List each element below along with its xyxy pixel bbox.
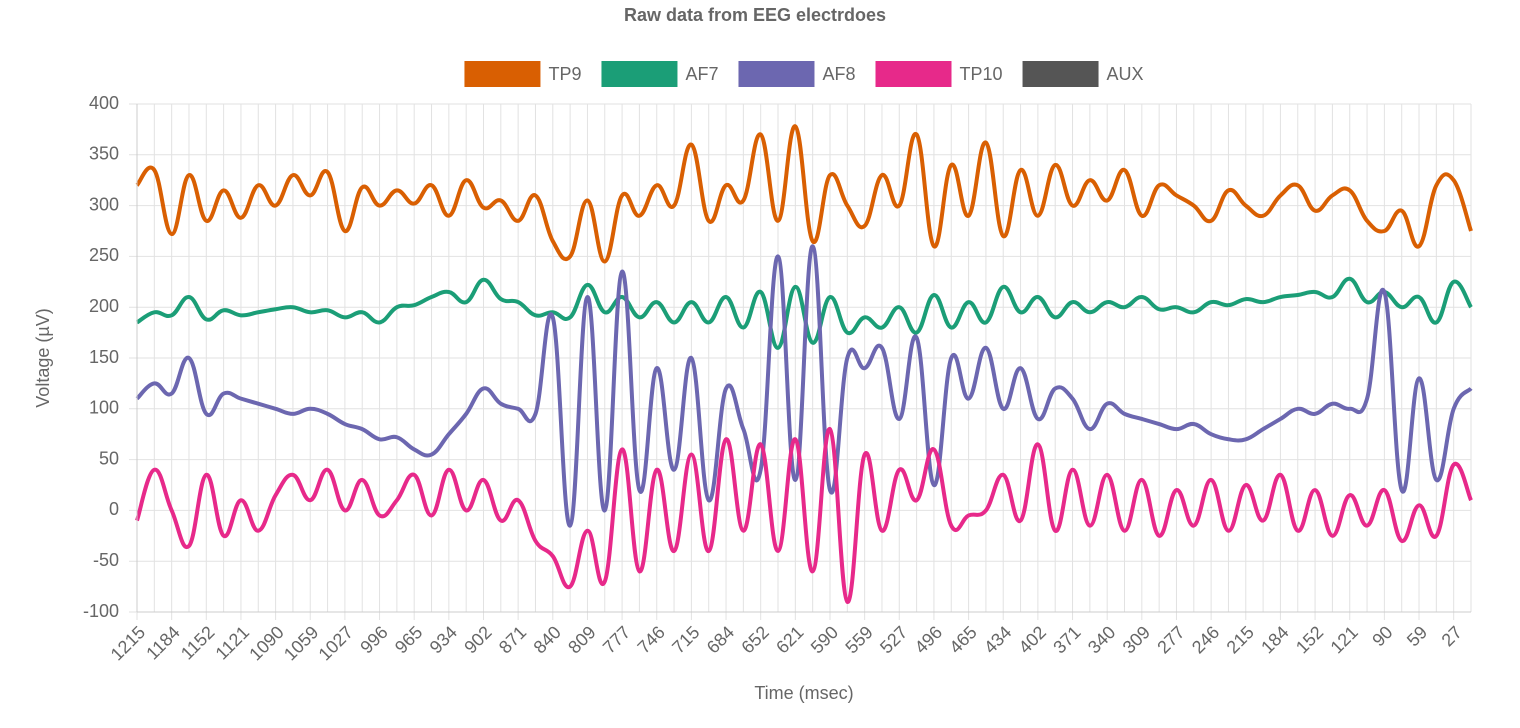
legend-label: AF8 [822, 64, 855, 84]
x-tick-label: 621 [772, 622, 807, 657]
x-tick-label: 121 [1327, 622, 1362, 657]
legend-label: AUX [1107, 64, 1144, 84]
x-tick-label: 152 [1292, 622, 1327, 657]
y-tick-label: 50 [99, 448, 119, 468]
y-tick-label: 150 [89, 347, 119, 367]
series-line [135, 427, 1473, 604]
x-tick-label: 90 [1368, 622, 1396, 650]
x-axis-title: Time (msec) [754, 683, 853, 703]
x-tick-label: 465 [945, 622, 980, 657]
x-tick-label: 1121 [212, 622, 254, 664]
legend-label: TP9 [548, 64, 581, 84]
y-axis-title: Voltage (µV) [33, 308, 53, 407]
x-tick-label: 559 [841, 622, 876, 657]
x-tick-label: 871 [495, 622, 530, 657]
x-tick-label: 496 [911, 622, 946, 657]
x-tick-label: 309 [1119, 622, 1154, 657]
chart-title: Raw data from EEG electrdoes [624, 5, 886, 25]
x-tick-label: 277 [1153, 622, 1188, 657]
legend-item: TP9 [464, 61, 581, 87]
y-tick-label: 200 [89, 296, 119, 316]
x-tick-label: 996 [356, 622, 391, 657]
series-line [135, 276, 1473, 350]
legend-swatch [464, 61, 541, 87]
legend-label: TP10 [960, 64, 1003, 84]
legend-item: AF8 [738, 61, 856, 87]
x-tick-label: 340 [1084, 622, 1119, 657]
x-tick-label: 215 [1223, 622, 1258, 657]
series-line [135, 124, 1473, 264]
x-tick-label: 1027 [315, 622, 357, 664]
legend: TP9 AF7 AF8 TP10 AUX [464, 61, 1144, 87]
legend-item: TP10 [875, 61, 1003, 87]
y-tick-label: 0 [109, 499, 119, 519]
x-tick-label: 934 [426, 622, 461, 657]
x-tick-label: 684 [703, 622, 738, 657]
x-tick-label: 434 [980, 622, 1015, 657]
legend-item: AF7 [601, 61, 718, 87]
x-tick-label: 402 [1015, 622, 1050, 657]
x-tick-label: 652 [737, 622, 772, 657]
x-tick-label: 809 [564, 622, 599, 657]
y-tick-label: 250 [89, 245, 119, 265]
x-tick-label: 1184 [142, 622, 184, 664]
x-tick-label: 1152 [177, 622, 219, 664]
x-tick-label: 246 [1188, 622, 1223, 657]
x-tick-label: 777 [599, 622, 634, 657]
legend-label: AF7 [685, 64, 718, 84]
y-tick-label: 300 [89, 194, 119, 214]
x-tick-label: 746 [634, 622, 669, 657]
x-tick-label: 371 [1049, 622, 1084, 657]
x-tick-label: 1215 [107, 622, 149, 664]
legend-item: AUX [1022, 61, 1144, 87]
x-tick-label: 1090 [245, 622, 287, 664]
x-tick-label: 1059 [280, 622, 322, 664]
y-tick-label: -100 [83, 601, 119, 621]
series-line [135, 244, 1473, 528]
y-tick-label: -50 [93, 550, 119, 570]
x-tick-label: 184 [1257, 622, 1292, 657]
x-tick-label: 27 [1438, 622, 1466, 650]
legend-swatch [1022, 61, 1099, 87]
x-tick-label: 59 [1403, 622, 1431, 650]
x-tick-label: 902 [460, 622, 495, 657]
x-tick-label: 590 [807, 622, 842, 657]
x-tick-label: 527 [876, 622, 911, 657]
legend-swatch [601, 61, 678, 87]
y-tick-label: 100 [89, 398, 119, 418]
y-tick-label: 350 [89, 144, 119, 164]
legend-swatch [738, 61, 815, 87]
x-tick-label: 840 [530, 622, 565, 657]
x-tick-label: 965 [391, 622, 426, 657]
y-tick-label: 400 [89, 93, 119, 113]
legend-swatch [875, 61, 952, 87]
x-tick-label: 715 [668, 622, 703, 657]
